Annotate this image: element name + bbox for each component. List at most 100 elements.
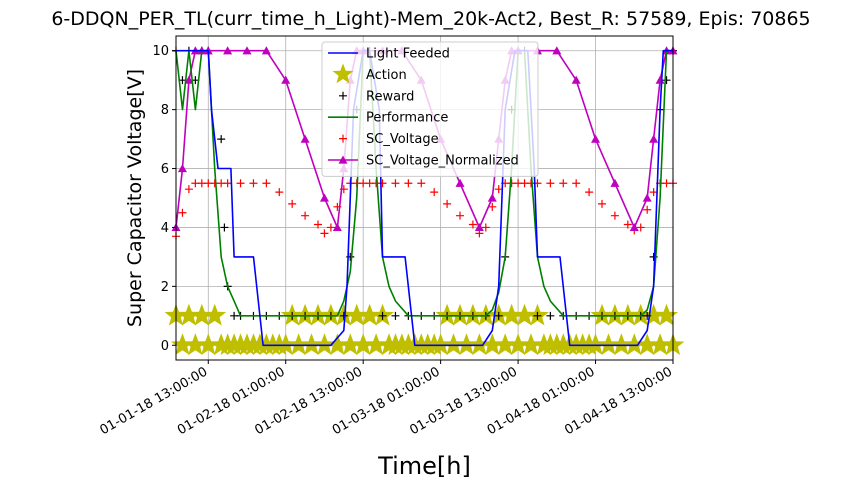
- data-point-plus: [288, 199, 297, 208]
- data-point-star: [519, 333, 543, 355]
- data-point-plus: [488, 202, 497, 211]
- data-point-star: [326, 333, 349, 355]
- y-tick-label: 8: [161, 103, 169, 118]
- y-axis-ticks: 0 2 4 6 8 10: [152, 44, 176, 354]
- y-tick-label: 0: [161, 339, 169, 354]
- plot-frame: [175, 35, 674, 361]
- data-point-star: [332, 63, 354, 84]
- data-point-triangle: [591, 134, 601, 143]
- series-line: [175, 49, 673, 317]
- data-point-triangle: [649, 134, 659, 143]
- data-point-star: [351, 333, 375, 355]
- data-point-plus: [378, 179, 387, 188]
- data-point-plus: [546, 311, 555, 320]
- legend-item: SC_Voltage: [339, 132, 439, 147]
- data-point-plus: [443, 199, 452, 208]
- data-point-triangle: [487, 193, 497, 202]
- data-point-triangle: [242, 46, 252, 55]
- y-axis-label: Super Capacitor Voltage[V]: [124, 69, 146, 327]
- x-axis-label: Time[h]: [377, 452, 471, 480]
- data-point-plus: [559, 179, 568, 188]
- y-tick-label: 4: [161, 221, 169, 236]
- data-point-star: [203, 303, 227, 326]
- data-point-triangle: [629, 222, 639, 232]
- legend-label: SC_Voltage: [366, 132, 439, 147]
- data-point-plus: [585, 188, 594, 197]
- data-point-plus: [236, 179, 245, 188]
- legend-label: SC_Voltage_Normalized: [366, 154, 519, 169]
- legend-box: [321, 41, 539, 177]
- data-point-star: [300, 333, 323, 355]
- data-point-plus: [220, 223, 229, 232]
- legend-item: Performance: [328, 111, 448, 126]
- data-point-plus: [662, 76, 671, 85]
- data-point-plus: [320, 229, 329, 238]
- data-point-plus: [533, 311, 542, 320]
- data-point-plus: [339, 134, 347, 143]
- data-point-plus: [314, 220, 322, 229]
- data-point-star: [429, 333, 452, 355]
- legend-item: Action: [332, 63, 407, 84]
- data-point-plus: [481, 223, 490, 232]
- data-point-star: [190, 303, 214, 326]
- data-point-star: [597, 333, 620, 355]
- data-point-star: [287, 333, 310, 355]
- data-point-star: [635, 333, 659, 355]
- data-point-triangle: [300, 134, 310, 143]
- data-point-star: [610, 333, 633, 355]
- data-point-triangle: [223, 46, 233, 55]
- data-point-plus: [184, 185, 193, 194]
- data-point-triangle: [332, 222, 342, 232]
- data-point-star: [480, 333, 504, 355]
- data-point-star: [506, 333, 530, 355]
- data-point-plus: [417, 179, 426, 188]
- legend-label: Reward: [366, 89, 414, 104]
- data-point-plus: [643, 205, 652, 214]
- series-line: [176, 49, 673, 347]
- y-tick-label: 2: [161, 280, 169, 295]
- data-point-star: [648, 333, 672, 355]
- data-point-star: [313, 333, 336, 355]
- data-point-plus: [301, 211, 310, 220]
- data-point-star: [493, 333, 517, 355]
- data-point-triangle: [177, 164, 187, 173]
- data-point-plus: [249, 179, 258, 188]
- data-point-plus: [430, 188, 439, 197]
- data-point-plus: [456, 211, 464, 220]
- legend-item: Light Feeded: [328, 47, 450, 62]
- data-point-star: [622, 333, 646, 355]
- legend-label: Light Feeded: [366, 47, 450, 62]
- data-point-plus: [223, 179, 232, 188]
- legend-label: Action: [366, 68, 407, 83]
- data-point-plus: [546, 179, 555, 188]
- data-point-triangle: [455, 178, 465, 187]
- legend-item: Reward: [339, 89, 414, 104]
- data-point-star: [177, 303, 201, 326]
- data-point-star: [184, 333, 207, 355]
- series-light-feeded: [176, 49, 673, 347]
- data-point-star: [513, 303, 536, 326]
- data-point-triangle: [552, 46, 562, 55]
- data-point-triangle: [281, 75, 291, 84]
- data-point-star: [338, 333, 362, 355]
- data-point-triangle: [261, 46, 271, 55]
- data-point-plus: [391, 179, 400, 188]
- legend-item: SC_Voltage_Normalized: [328, 154, 519, 169]
- data-point-plus: [275, 188, 284, 197]
- data-point-triangle: [184, 75, 194, 84]
- data-point-plus: [623, 220, 632, 229]
- data-point-triangle: [474, 222, 484, 232]
- data-point-plus: [468, 220, 477, 229]
- data-point-star: [196, 333, 220, 355]
- chart-title: 6-DDQN_PER_TL(curr_time_h_Light)-Mem_20k…: [51, 8, 810, 30]
- data-point-triangle: [319, 193, 329, 202]
- data-point-plus: [494, 311, 503, 320]
- data-point-star: [468, 333, 491, 355]
- data-point-plus: [339, 91, 347, 100]
- data-point-plus: [610, 211, 619, 220]
- data-point-triangle: [610, 178, 620, 187]
- legend-label: Performance: [366, 111, 448, 126]
- data-point-plus: [378, 311, 387, 320]
